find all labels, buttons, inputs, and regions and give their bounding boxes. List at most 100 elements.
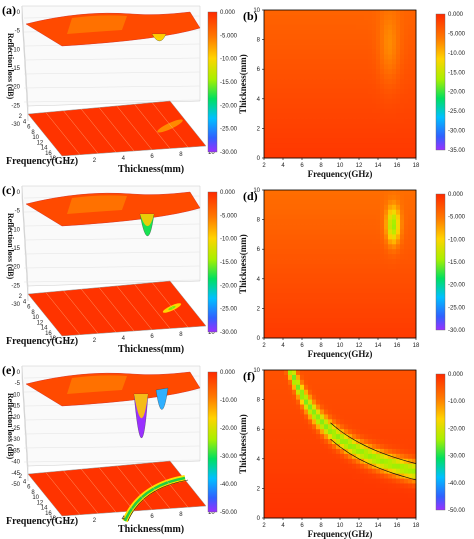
heatmap-cell: [376, 429, 381, 435]
heatmap-cell: [288, 273, 293, 280]
heatmap-cell: [312, 323, 317, 329]
heatmap-cell: [264, 229, 269, 235]
heatmap-cell: [324, 153, 329, 159]
heatmap-cell: [332, 143, 337, 149]
heatmap-cell: [384, 74, 389, 80]
colorbar-tick-label: -35.00: [448, 148, 466, 154]
heatmap-cell: [308, 384, 313, 391]
heatmap-cell: [356, 103, 361, 110]
heatmap-cell: [316, 49, 321, 55]
heatmap-cell: [300, 399, 305, 405]
heatmap-cell: [320, 308, 325, 314]
heatmap-cell: [352, 49, 357, 55]
heatmap-cell: [304, 39, 309, 45]
heatmap-cell: [344, 54, 349, 60]
heatmap-cell: [348, 219, 353, 225]
heatmap-cell: [364, 249, 369, 255]
heatmap-cell: [304, 458, 309, 465]
heatmap-cell: [296, 323, 301, 329]
heatmap-cell: [400, 199, 405, 206]
heatmap-cell: [392, 79, 397, 85]
heatmap-cell: [324, 59, 329, 65]
heatmap-cell: [344, 503, 349, 509]
heatmap-cell: [344, 303, 349, 309]
heatmap-cell: [352, 39, 357, 45]
heatmap-cell: [320, 59, 325, 65]
heatmap-cell: [328, 283, 333, 290]
heatmap-cell: [360, 399, 365, 405]
heatmap-cell: [296, 399, 301, 405]
heatmap-cell: [392, 458, 397, 465]
heatmap-cell: [292, 14, 297, 21]
heatmap-cell: [368, 69, 373, 75]
heatmap-cell: [392, 333, 397, 339]
heatmap-cell: [384, 374, 389, 381]
heatmap-cell: [288, 64, 293, 70]
heatmap-cell: [288, 84, 293, 90]
heatmap-cell: [376, 239, 381, 245]
heatmap-cell: [284, 194, 289, 201]
heatmap-cell: [336, 458, 341, 465]
heatmap-cell: [288, 513, 293, 519]
heatmap-cell: [292, 190, 297, 196]
heatmap-cell: [408, 384, 413, 391]
heatmap-cell: [328, 293, 333, 299]
heatmap-cell: [308, 123, 313, 129]
heatmap-cell: [360, 293, 365, 299]
heatmap-cell: [372, 209, 377, 216]
heatmap-cell: [324, 108, 329, 114]
heatmap-cell: [360, 308, 365, 314]
heatmap-cell: [368, 458, 373, 465]
heatmap-cell: [396, 199, 401, 206]
heatmap-cell: [352, 143, 357, 149]
heatmap-cell: [340, 268, 345, 275]
heatmap-cell: [292, 278, 297, 285]
heatmap-cell: [324, 448, 329, 455]
heatmap-cell: [400, 64, 405, 70]
heatmap-cell: [284, 239, 289, 245]
heatmap-cell: [364, 429, 369, 435]
heatmap-cell: [268, 204, 273, 211]
heatmap-cell: [284, 138, 289, 144]
heatmap-cell: [392, 323, 397, 329]
heatmap-cell: [324, 224, 329, 230]
heatmap-cell: [308, 333, 313, 339]
heatmap-cell: [384, 49, 389, 55]
heatmap-cell: [296, 303, 301, 309]
heatmap-cell: [396, 370, 401, 376]
heatmap-cell: [408, 328, 413, 334]
heatmap-cell: [324, 234, 329, 240]
heatmap-cell: [400, 370, 405, 376]
heatmap-cell: [380, 318, 385, 324]
heatmap-cell: [300, 313, 305, 319]
heatmap-cell: [300, 229, 305, 235]
heatmap-cell: [364, 384, 369, 391]
heatmap-cell: [264, 488, 269, 494]
heatmap-cell: [412, 39, 417, 45]
heatmap-cell: [276, 264, 281, 270]
heatmap-cell: [396, 69, 401, 75]
heatmap-cell: [320, 478, 325, 484]
heatmap-cell: [376, 298, 381, 304]
heatmap-cell: [384, 434, 389, 440]
heatmap-cell: [296, 473, 301, 479]
heatmap-cell: [272, 254, 277, 260]
heatmap-cell: [388, 69, 393, 75]
heatmap-cell: [332, 98, 337, 105]
heatmap-cell: [284, 333, 289, 339]
z-tick-label: -25: [11, 426, 20, 432]
heatmap-cell: [264, 64, 269, 70]
heatmap-cell: [380, 409, 385, 415]
x-tick-label: 18: [49, 156, 56, 162]
heatmap-cell: [396, 249, 401, 255]
heatmap-cell: [284, 453, 289, 460]
heatmap-cell: [404, 273, 409, 280]
heatmap-cell: [284, 59, 289, 65]
heatmap-cell: [364, 493, 369, 499]
y-tick-label: 8: [179, 512, 183, 518]
x-tick-label: 2: [262, 163, 266, 169]
heatmap-cell: [284, 113, 289, 119]
heatmap-cell: [344, 199, 349, 206]
heatmap-cell: [268, 108, 273, 114]
heatmap-cell: [356, 64, 361, 70]
